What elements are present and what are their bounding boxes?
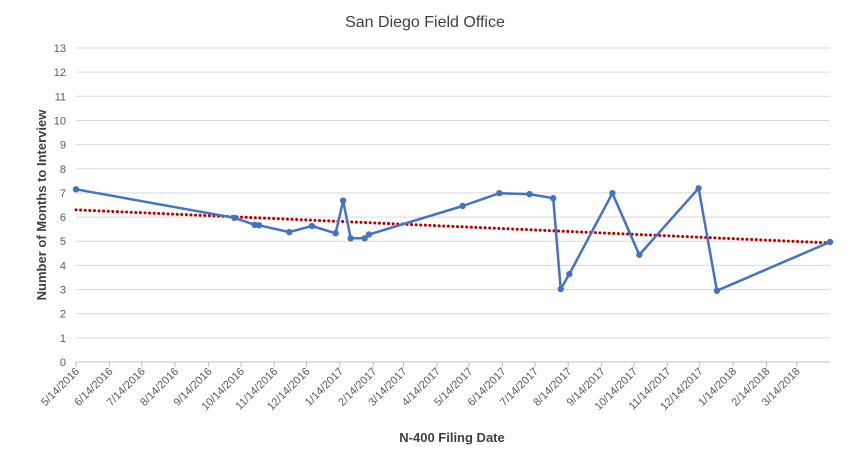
- data-point: [549, 195, 557, 202]
- y-tick-label: 0: [60, 357, 66, 369]
- data-point: [339, 197, 347, 204]
- data-series: [72, 185, 834, 294]
- y-tick-label: 3: [60, 285, 66, 297]
- data-point: [636, 251, 643, 258]
- data-point: [231, 214, 238, 222]
- data-point: [365, 231, 373, 238]
- y-tick-label: 1: [60, 333, 66, 345]
- data-point: [286, 228, 293, 236]
- gridlines: [76, 47, 830, 339]
- data-point: [695, 185, 702, 192]
- data-point: [347, 235, 354, 242]
- y-tick-label: 4: [60, 260, 66, 272]
- y-tick-label: 2: [60, 309, 66, 321]
- y-tick-label: 9: [60, 140, 66, 152]
- data-point: [72, 186, 80, 193]
- data-point: [308, 222, 316, 230]
- trendline: [74, 208, 832, 245]
- chart-title: San Diego Field Office: [345, 14, 505, 31]
- data-point: [496, 189, 503, 197]
- y-tick-label: 11: [55, 91, 66, 103]
- y-tick-label: 5: [60, 236, 66, 248]
- y-tick-label: 12: [54, 67, 66, 79]
- x-axis-ticks: 5/14/20166/14/20167/14/20168/14/20169/14…: [39, 362, 803, 413]
- data-point: [332, 230, 339, 237]
- data-point: [526, 190, 533, 198]
- data-point: [255, 222, 263, 229]
- data-point: [713, 287, 721, 294]
- trendline-path: [74, 208, 832, 245]
- data-point: [459, 202, 466, 210]
- y-axis-title: Number of Months to Interview: [34, 109, 49, 301]
- y-tick-label: 6: [60, 212, 66, 224]
- data-point: [361, 235, 368, 242]
- y-tick-label: 13: [54, 43, 66, 55]
- data-point: [566, 270, 573, 278]
- data-point: [557, 285, 564, 293]
- data-point: [826, 238, 834, 246]
- x-axis-title: N-400 Filing Date: [399, 430, 504, 445]
- data-point: [609, 189, 616, 197]
- y-tick-label: 7: [60, 188, 66, 200]
- y-tick-label: 8: [60, 164, 66, 176]
- y-tick-label: 10: [54, 115, 66, 127]
- series-line: [75, 187, 831, 292]
